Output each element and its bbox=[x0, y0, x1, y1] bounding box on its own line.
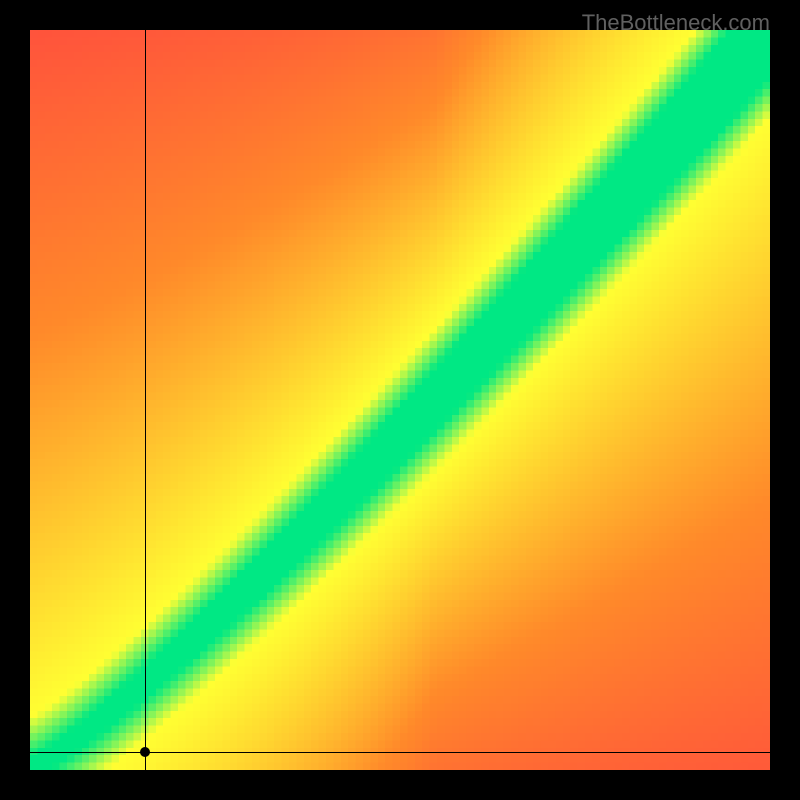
crosshair-vertical bbox=[145, 30, 146, 770]
watermark-text: TheBottleneck.com bbox=[582, 10, 770, 36]
heatmap-plot bbox=[30, 30, 770, 770]
crosshair-marker-dot bbox=[140, 747, 150, 757]
heatmap-canvas bbox=[30, 30, 770, 770]
